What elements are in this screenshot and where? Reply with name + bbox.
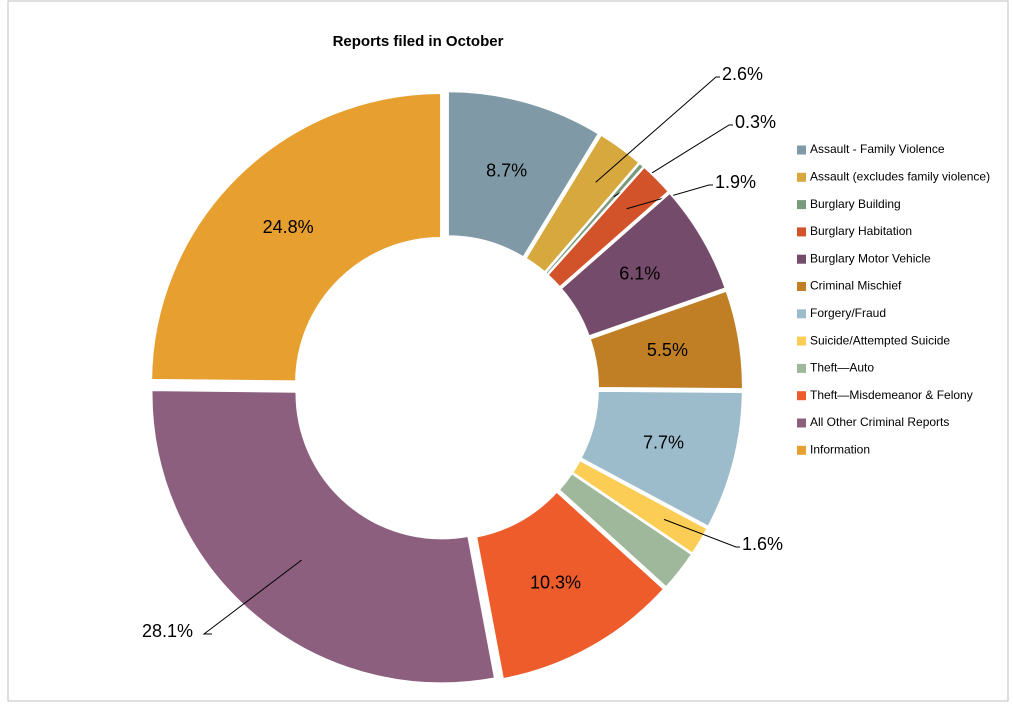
donut-slice [559,191,727,338]
data-label: 10.3% [530,573,581,593]
legend-label: Information [810,442,870,456]
legend-swatch [797,145,806,155]
data-label: 24.8% [263,217,314,237]
legend-swatch [797,445,806,455]
data-label: 1.6% [742,534,783,554]
legend-swatch [797,391,806,401]
legend-swatch [797,172,806,182]
legend-label: Assault (excludes family violence) [810,169,990,183]
data-label: 0.3% [735,112,776,132]
donut-slice [474,490,666,681]
legend-label: All Other Criminal Reports [810,415,949,429]
leader-line [626,184,713,210]
legend-label: Suicide/Attempted Suicide [810,333,950,347]
data-label: 5.5% [647,340,688,360]
leader-line [202,559,302,635]
leader-line [595,76,720,183]
data-label: 1.9% [715,172,756,192]
data-label: 6.1% [619,263,660,283]
data-label: 7.7% [643,432,684,452]
legend: Assault - Family Violence Assault (exclud… [797,142,990,456]
leader-line [613,124,733,198]
data-label: 28.1% [142,621,193,641]
data-label: 2.6% [722,64,763,84]
legend-label: Assault - Family Violence [810,142,945,156]
donut-slice [150,92,443,383]
legend-label: Theft—Misdemeanor & Felony [810,388,973,402]
legend-swatch [797,200,806,210]
donut-slice [446,90,601,259]
donut-slice [150,389,497,685]
legend-swatch [797,336,806,346]
donut-slice [546,165,671,289]
leader-line [663,518,740,548]
chart-title: Reports filed in October [333,33,504,50]
donut-slice [557,471,694,589]
legend-label: Criminal Mischief [810,279,902,293]
legend-label: Forgery/Fraud [810,306,886,320]
legend-label: Theft—Auto [810,361,874,375]
legend-label: Burglary Building [810,197,901,211]
data-label: 8.7% [486,161,527,181]
legend-swatch [797,254,806,264]
legend-swatch [797,227,806,237]
donut-slice [588,289,744,391]
legend-label: Burglary Habitation [810,224,912,238]
legend-swatch [797,363,806,373]
legend-label: Burglary Motor Vehicle [810,251,931,265]
legend-swatch [797,418,806,428]
donut-slice [579,389,744,529]
legend-swatch [797,309,806,319]
legend-swatch [797,282,806,291]
